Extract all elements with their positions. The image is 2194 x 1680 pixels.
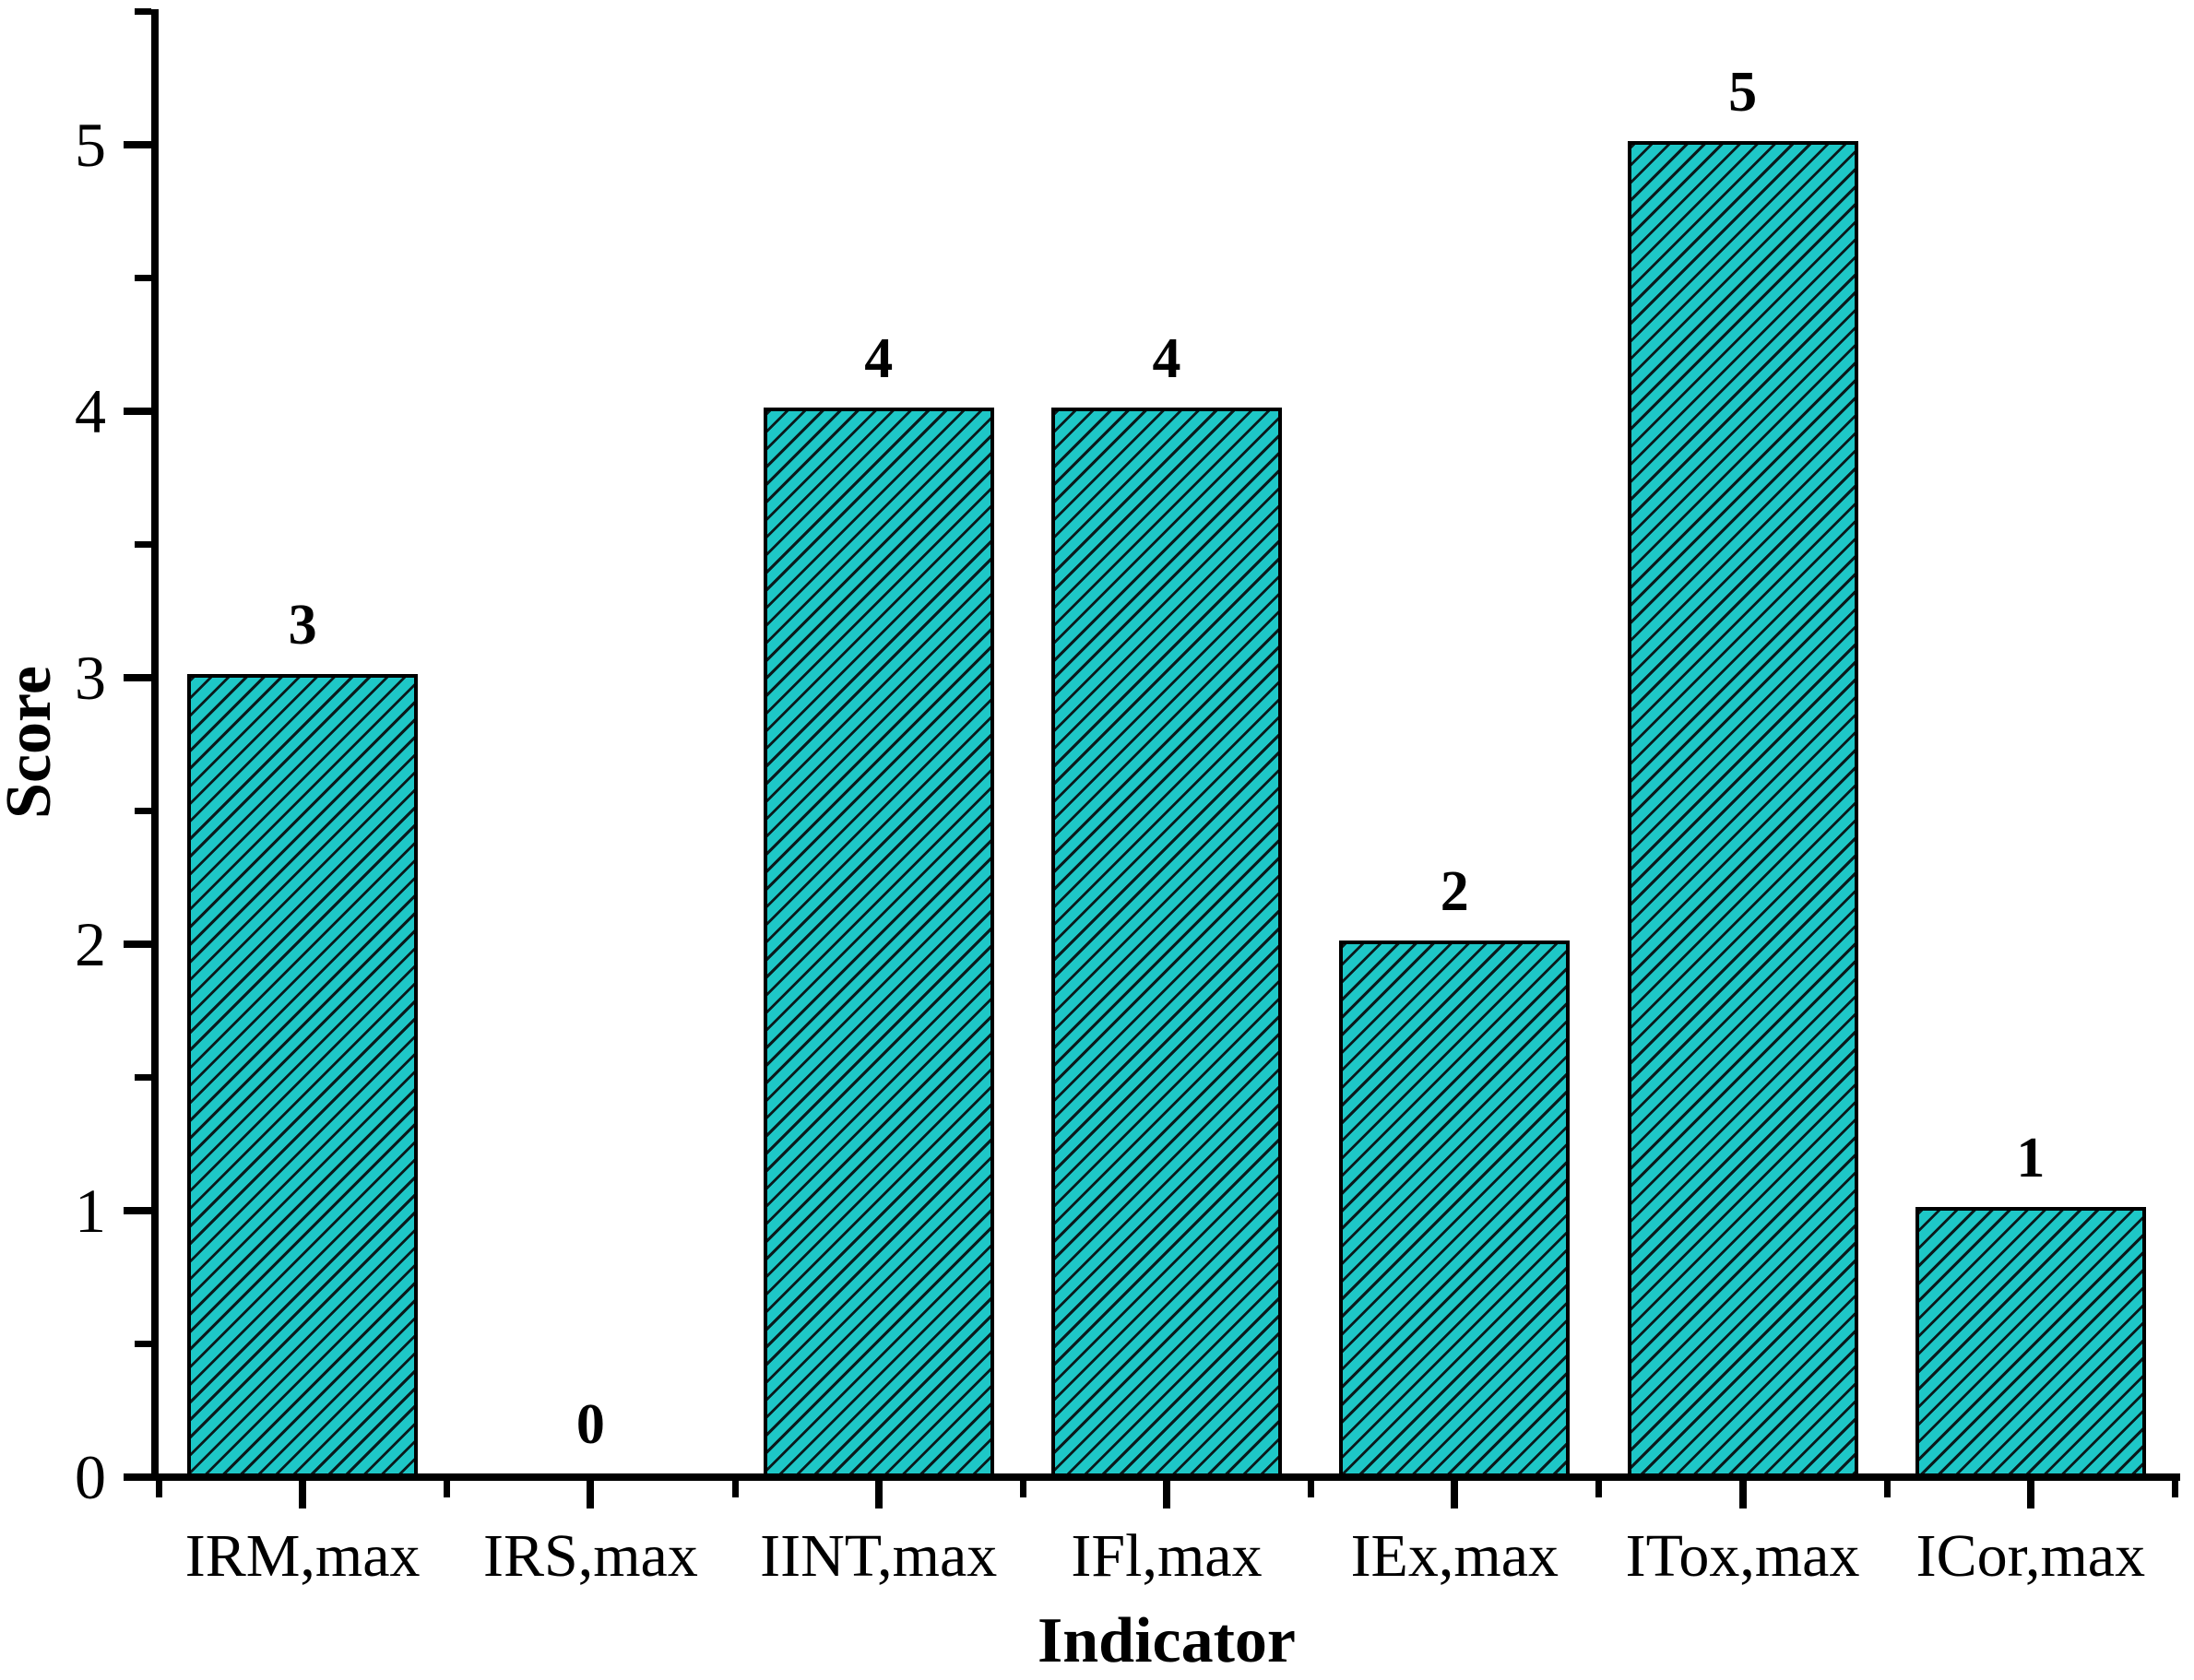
x-tick-label-3: IINT,max — [760, 1522, 998, 1590]
y-minor-tick — [135, 274, 151, 281]
y-axis-title: Score — [0, 666, 65, 819]
bar-ICor,max — [1915, 1207, 2146, 1477]
y-minor-tick — [135, 807, 151, 814]
bar-value-label-1: 3 — [288, 594, 317, 657]
x-major-tick — [587, 1481, 595, 1508]
bar-IINT,max — [763, 408, 994, 1477]
bar-IFl,max — [1051, 408, 1282, 1477]
bar-IRM,max — [187, 674, 419, 1477]
y-major-tick — [124, 674, 151, 681]
x-minor-tick — [2172, 1481, 2178, 1497]
bar-ITox,max — [1627, 141, 1858, 1477]
x-tick-label-6: ITox,max — [1625, 1522, 1860, 1590]
x-major-tick — [299, 1481, 307, 1508]
y-major-tick — [124, 408, 151, 415]
x-minor-tick — [1883, 1481, 1891, 1497]
x-tick-label-2: IRS,max — [483, 1522, 698, 1590]
x-minor-tick — [444, 1481, 451, 1497]
x-minor-tick — [1308, 1481, 1315, 1497]
y-major-tick — [124, 141, 151, 148]
y-axis-line — [151, 9, 159, 1481]
x-major-tick — [2026, 1481, 2034, 1508]
x-tick-label-1: IRM,max — [184, 1522, 421, 1590]
x-tick-label-5: IEx,max — [1350, 1522, 1559, 1590]
x-minor-tick — [1595, 1481, 1603, 1497]
bar-value-label-7: 1 — [2016, 1127, 2046, 1189]
y-minor-tick — [135, 540, 151, 548]
x-minor-tick — [731, 1481, 739, 1497]
x-axis-title: Indicator — [1038, 1605, 1296, 1676]
x-minor-tick — [156, 1481, 162, 1497]
x-tick-label-7: ICor,max — [1915, 1522, 2146, 1590]
x-axis-line — [151, 1473, 2180, 1481]
bar-value-label-3: 4 — [864, 327, 894, 390]
y-major-tick — [124, 1473, 151, 1481]
bar-value-label-2: 0 — [575, 1393, 605, 1456]
bar-value-label-4: 4 — [1152, 327, 1181, 390]
x-minor-tick — [1019, 1481, 1026, 1497]
bar-value-label-6: 5 — [1728, 61, 1758, 124]
x-major-tick — [1738, 1481, 1747, 1508]
x-tick-label-4: IFl,max — [1071, 1522, 1263, 1590]
y-minor-tick — [135, 1073, 151, 1081]
y-minor-tick — [135, 7, 151, 15]
y-minor-tick — [135, 1340, 151, 1347]
bar-IEx,max — [1339, 941, 1571, 1477]
x-major-tick — [1163, 1481, 1170, 1508]
bar-value-label-5: 2 — [1440, 860, 1469, 923]
x-major-tick — [1451, 1481, 1459, 1508]
y-major-tick — [124, 941, 151, 948]
y-major-tick — [124, 1207, 151, 1214]
x-major-tick — [874, 1481, 883, 1508]
